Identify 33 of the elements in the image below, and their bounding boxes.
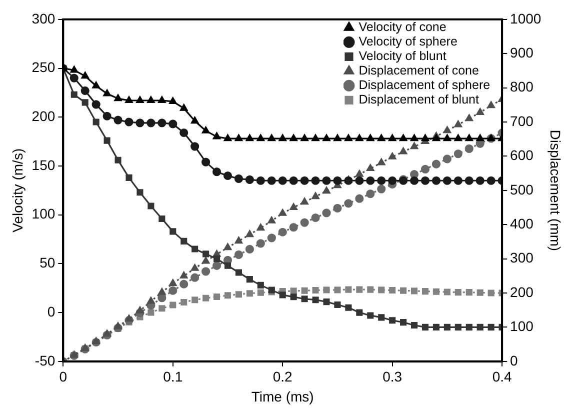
y2-tick-label: 900 [510, 44, 534, 60]
y2-tick-label: 600 [510, 147, 534, 164]
legend-label: Displacement of cone [358, 64, 479, 78]
y2-tick-label: 0 [510, 352, 518, 368]
legend-label: Velocity of sphere [358, 34, 458, 49]
x-tick-label: 0.2 [272, 368, 293, 385]
y2-tick-label: 500 [510, 181, 534, 198]
y2-tick-label: 700 [510, 112, 534, 129]
y2-tick-label: 1000 [510, 10, 542, 26]
y-tick-label: 50 [40, 254, 56, 271]
y-tick-label: 0 [47, 303, 56, 320]
y2-tick-label: 300 [510, 250, 534, 266]
y2-axis-title: Displacement (mm) [548, 130, 564, 252]
x-axis-title: Time (ms) [251, 388, 314, 404]
x-tick-label: 0.1 [163, 368, 183, 385]
y2-tick-label: 100 [510, 318, 534, 334]
y-tick-label: 200 [32, 108, 56, 124]
legend-label: Velocity of cone [358, 20, 446, 34]
y2-tick-label: 400 [510, 215, 534, 232]
x-tick-label: 0.4 [492, 368, 512, 385]
y-tick-label: 250 [32, 59, 56, 76]
y-tick-label: -50 [34, 352, 56, 368]
y-axis-title: Velocity (m/s) [9, 148, 26, 232]
legend-label: Displacement of blunt [358, 92, 480, 107]
legend-label: Velocity of blunt [358, 49, 447, 64]
y2-tick-label: 200 [510, 284, 534, 300]
x-tick-label: 0 [59, 368, 68, 385]
y2-tick-label: 800 [510, 78, 534, 95]
x-tick-label: 0.3 [382, 368, 402, 385]
y-tick-label: 100 [32, 206, 56, 222]
y-tick-label: 150 [32, 156, 56, 173]
legend-label: Displacement of sphere [358, 78, 490, 92]
y-tick-label: 300 [32, 10, 56, 26]
